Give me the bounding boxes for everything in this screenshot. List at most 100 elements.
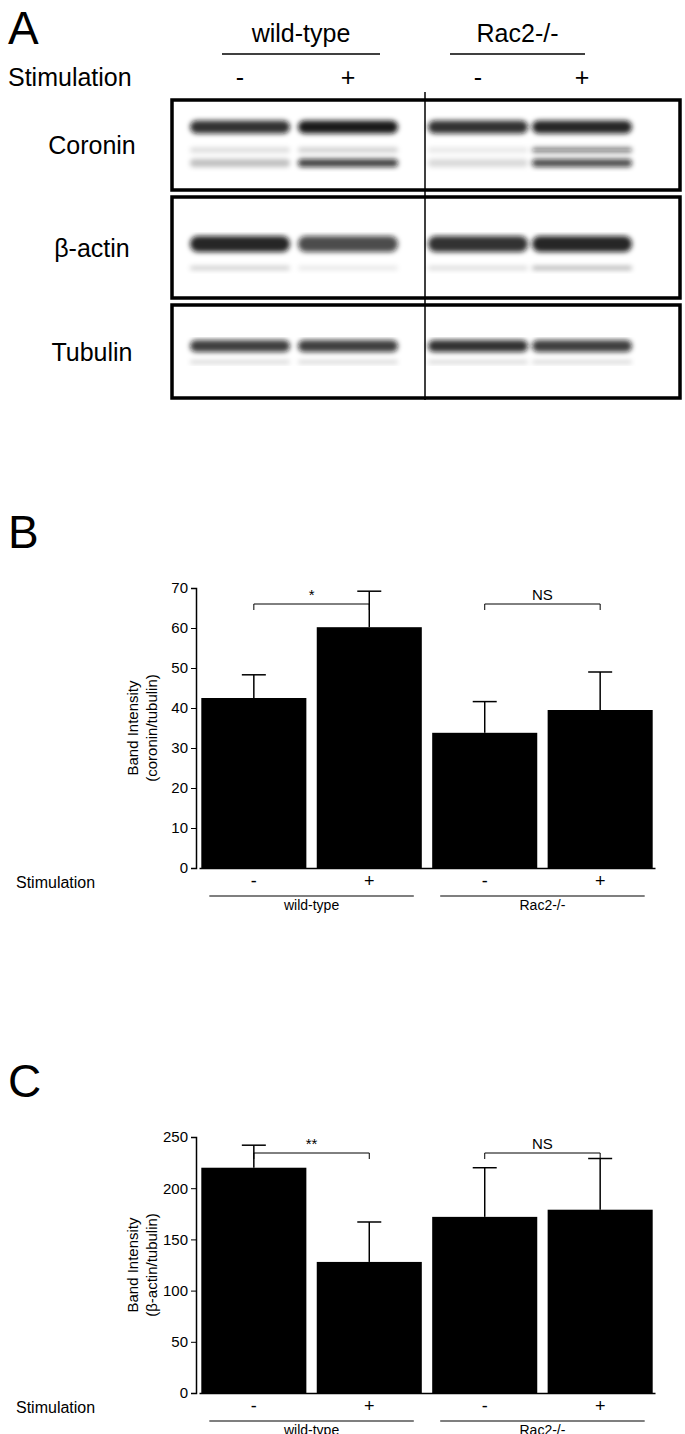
x-axis-title: Stimulation bbox=[16, 1399, 95, 1416]
band bbox=[190, 266, 290, 270]
y-tick: 10 bbox=[171, 819, 196, 836]
y-tick: 60 bbox=[171, 619, 196, 636]
y-tick-label: 60 bbox=[171, 619, 188, 636]
error-stem bbox=[253, 675, 255, 698]
error-stem bbox=[369, 1222, 371, 1262]
bar bbox=[548, 1210, 653, 1393]
band bbox=[428, 340, 528, 352]
x-tick: + bbox=[595, 871, 606, 891]
y-tick-mark bbox=[191, 748, 196, 749]
x-axis: -+-+ bbox=[200, 1394, 656, 1416]
y-tick: 100 bbox=[163, 1282, 196, 1299]
y-tick-mark bbox=[191, 1393, 196, 1394]
lane-label: - bbox=[474, 63, 482, 91]
y-axis: 050100150200250 bbox=[163, 1128, 197, 1401]
significance-label: ** bbox=[306, 1135, 318, 1152]
lane-divider bbox=[424, 92, 426, 400]
bar bbox=[317, 627, 422, 868]
error-cap bbox=[357, 590, 381, 592]
y-tick-label: 50 bbox=[171, 1333, 188, 1350]
error-bar bbox=[473, 702, 497, 733]
y-tick: 150 bbox=[163, 1231, 196, 1248]
protein-label: β-actin bbox=[54, 234, 130, 262]
y-tick: 250 bbox=[163, 1128, 196, 1145]
blot-bands bbox=[190, 236, 632, 270]
y-tick-mark bbox=[191, 1188, 196, 1189]
panel-label: B bbox=[8, 506, 39, 558]
blot-panel: Awild-typeRac2-/-Stimulation-+-+Coroninβ… bbox=[8, 2, 680, 400]
chart-panel: C050100150200250-+-+Stimulationwild-type… bbox=[8, 1055, 656, 1434]
x-tick-label: - bbox=[251, 1396, 257, 1416]
band bbox=[532, 159, 632, 167]
bars bbox=[201, 1145, 652, 1393]
x-axis-title: Stimulation bbox=[16, 874, 95, 891]
group-label: Rac2-/- bbox=[477, 19, 559, 47]
band bbox=[298, 159, 398, 167]
y-tick-label: 0 bbox=[180, 859, 188, 876]
x-axis: - + - + bbox=[200, 869, 656, 891]
error-stem bbox=[484, 1168, 486, 1217]
error-bar bbox=[588, 1159, 612, 1210]
group-label: wild-type bbox=[283, 1422, 339, 1434]
y-tick-label: 0 bbox=[180, 1384, 188, 1401]
x-axis-line bbox=[200, 1393, 656, 1395]
x-tick: - bbox=[251, 871, 257, 891]
significance-bracket bbox=[485, 604, 600, 610]
significance-bracket bbox=[254, 604, 369, 610]
x-tick: + bbox=[364, 871, 375, 891]
chart-panel: B010203040506070-+-+Stimulationwild-type… bbox=[8, 506, 656, 913]
band bbox=[298, 148, 398, 153]
lane-label: + bbox=[575, 63, 590, 91]
x-tick-label: - bbox=[482, 871, 488, 891]
error-cap bbox=[473, 1167, 497, 1169]
band bbox=[428, 121, 528, 134]
significance-label: NS bbox=[532, 1135, 553, 1152]
error-cap bbox=[242, 674, 266, 676]
group-underline bbox=[222, 53, 380, 55]
blot-frame bbox=[172, 197, 680, 298]
x-tick-label: + bbox=[364, 1396, 375, 1416]
y-tick-mark bbox=[191, 668, 196, 669]
protein-label: Coronin bbox=[48, 131, 136, 159]
band bbox=[298, 361, 398, 364]
blot-frame bbox=[172, 305, 680, 398]
band bbox=[532, 361, 632, 364]
band bbox=[190, 159, 290, 167]
x-tick: + bbox=[364, 1396, 375, 1416]
band bbox=[428, 148, 528, 153]
y-axis-title: Band Intensity bbox=[124, 680, 141, 776]
y-tick: 30 bbox=[171, 739, 196, 756]
bars bbox=[201, 591, 652, 868]
bar bbox=[201, 1168, 306, 1393]
lane-label: - bbox=[236, 63, 244, 91]
blot-bands bbox=[190, 340, 632, 364]
bar bbox=[317, 1262, 422, 1393]
y-tick-mark bbox=[191, 1137, 196, 1138]
band bbox=[190, 121, 290, 134]
bar bbox=[548, 710, 653, 868]
error-cap bbox=[588, 671, 612, 673]
y-axis: 010203040506070 bbox=[171, 579, 196, 876]
panel-label: A bbox=[8, 2, 39, 54]
blot-bands bbox=[190, 121, 632, 168]
x-axis-line bbox=[200, 868, 656, 870]
group-label: wild-type bbox=[251, 19, 351, 47]
y-tick-mark bbox=[191, 628, 196, 629]
y-tick-mark bbox=[191, 1291, 196, 1292]
error-stem bbox=[599, 672, 601, 710]
y-axis-title: Band Intensity bbox=[124, 1217, 141, 1313]
band bbox=[532, 121, 632, 134]
significance-label: * bbox=[309, 586, 315, 603]
x-tick: - bbox=[482, 1396, 488, 1416]
significance-bracket bbox=[485, 1153, 600, 1159]
band bbox=[532, 266, 632, 270]
error-cap bbox=[242, 1144, 266, 1146]
y-tick: 0 bbox=[180, 859, 196, 876]
x-tick: - bbox=[251, 1396, 257, 1416]
y-tick-mark bbox=[191, 868, 196, 869]
y-tick-mark bbox=[191, 1342, 196, 1343]
y-tick-label: 50 bbox=[171, 659, 188, 676]
band bbox=[532, 148, 632, 153]
x-tick-label: - bbox=[251, 871, 257, 891]
band bbox=[298, 340, 398, 352]
